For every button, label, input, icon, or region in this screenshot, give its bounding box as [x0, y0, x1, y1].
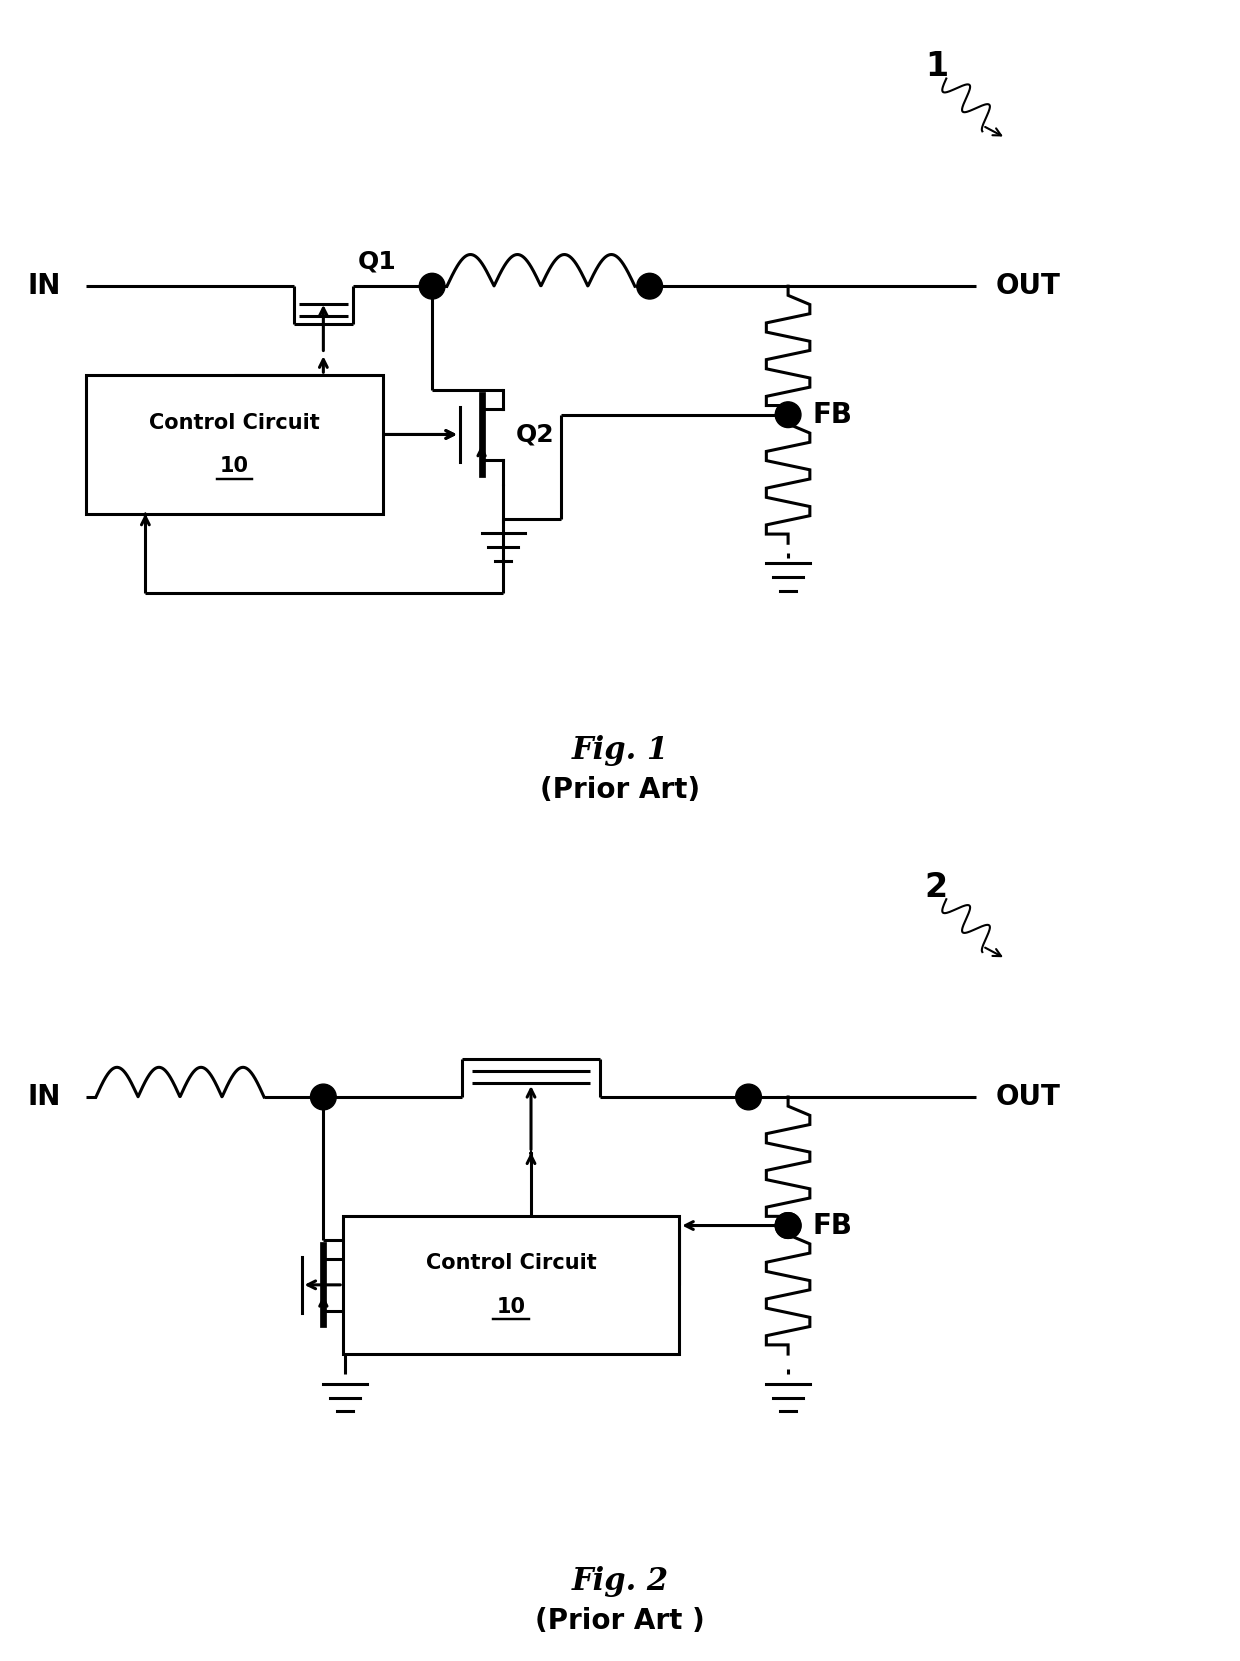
Text: OUT: OUT [996, 272, 1060, 301]
Text: (Prior Art ): (Prior Art ) [536, 1608, 704, 1634]
Text: 10: 10 [497, 1297, 526, 1317]
Text: FB: FB [812, 400, 853, 429]
Circle shape [637, 274, 662, 299]
Text: 1: 1 [925, 50, 947, 83]
Text: FB: FB [812, 1211, 853, 1239]
Circle shape [735, 1085, 761, 1110]
Text: IN: IN [29, 1083, 61, 1111]
Text: 10: 10 [219, 457, 249, 477]
Circle shape [775, 1213, 801, 1239]
Text: 2: 2 [925, 870, 947, 904]
Text: Fig. 2: Fig. 2 [572, 1566, 668, 1596]
Circle shape [419, 274, 445, 299]
Text: Control Circuit: Control Circuit [149, 412, 320, 432]
Circle shape [310, 1085, 336, 1110]
Circle shape [775, 402, 801, 427]
Text: Control Circuit: Control Circuit [425, 1252, 596, 1272]
Circle shape [775, 1213, 801, 1239]
Bar [86, 375, 383, 513]
Text: OUT: OUT [996, 1083, 1060, 1111]
Text: Q1: Q1 [358, 249, 397, 274]
Text: Fig. 1: Fig. 1 [572, 736, 668, 766]
Bar [343, 1216, 680, 1354]
Text: (Prior Art): (Prior Art) [539, 776, 701, 804]
Text: Q2: Q2 [516, 422, 554, 447]
Text: IN: IN [29, 272, 61, 301]
